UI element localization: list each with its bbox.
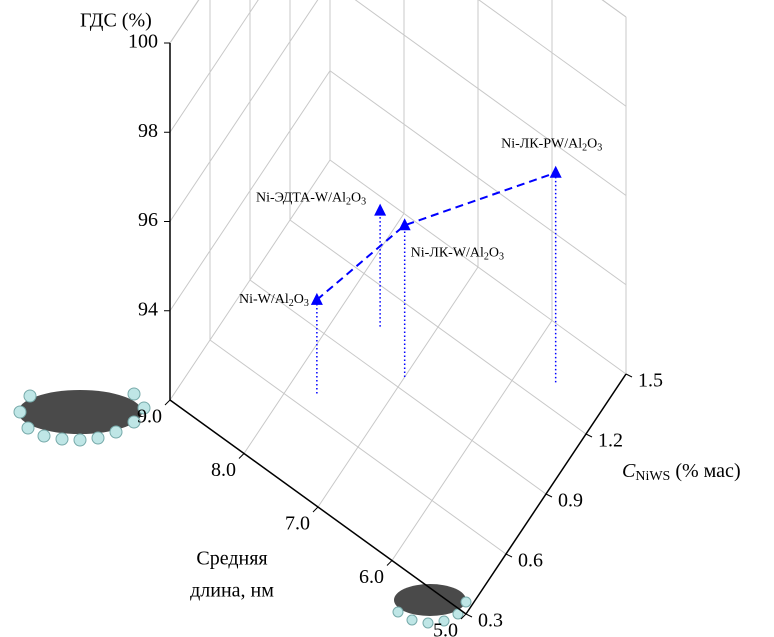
point [374,203,387,216]
x-tick [312,506,319,513]
y-tick [585,433,593,438]
particle-icon [392,584,472,629]
x-tick [386,560,393,566]
point-label: Ni-ЛК-PW/Al2O3 [501,137,602,154]
point-label-part: O [587,137,597,152]
y-tick-label: 0.9 [558,490,583,512]
point-label-part: Ni-W/Al [239,292,289,307]
y-tick-label: 0.6 [518,550,543,572]
point-label-part: 2 [346,197,351,208]
point-label-part: 3 [304,298,309,309]
box-edge [169,0,200,44]
grid-line [478,0,627,107]
point-label-part: 3 [499,252,504,263]
y-tick-label: 1.2 [598,430,623,452]
x-tick-label: 8.0 [211,459,236,481]
grid-line [209,339,507,555]
point [310,292,323,305]
point-label-part: 3 [361,197,366,208]
y-axis-label: CNiWS (% мас) [622,460,741,485]
grid-line [329,70,627,286]
z-axis-label: ГДС (%) [80,10,152,32]
y-tick-label: 1.5 [638,370,663,392]
z-tick-label: 98 [138,120,158,142]
grid-line [249,279,547,495]
point-label-part: 2 [582,143,587,154]
y-axis-label-rest: (% мас) [670,460,740,482]
y-axis-label-main: C [622,460,636,482]
point-label-part: 2 [484,252,489,263]
point-label: Ni-ЛК-W/Al2O3 [411,245,504,262]
point-label-part: 3 [597,143,602,154]
connecting-line [316,171,557,301]
z-tick-label: 94 [138,298,158,320]
point-label-part: O [294,292,304,307]
x-axis-label: Средняя [196,548,267,570]
y-tick [465,613,473,618]
x-tick-label: 6.0 [359,566,384,588]
x-axis-label: длина, нм [190,580,274,602]
point-label-part: 2 [289,298,294,309]
x-tick [164,399,171,406]
grid-line [169,0,259,133]
x-tick [460,613,467,620]
point-label-part: O [351,191,361,206]
grid-line [329,159,627,375]
z-tick-label: 100 [128,31,158,53]
y-tick [545,493,553,498]
grid-line [169,70,331,312]
point-label-part: Ni-ЛК-PW/Al [501,137,582,152]
grid-line [354,0,627,196]
grid-line [169,0,319,222]
y-tick [505,553,513,558]
grid-line [289,219,587,435]
y-tick-label: 0.3 [478,610,503,632]
point-label-part: Ni-ЛК-W/Al [411,245,484,260]
box [169,0,627,374]
point-label-part: Ni-ЭДТА-W/Al [256,191,346,206]
point-label: Ni-ЭДТА-W/Al2O3 [256,191,366,208]
x-tick-label: 5.0 [433,620,458,637]
x-tick-label: 7.0 [285,513,310,535]
axes: 94 96 98 100 9.0 8.0 7.0 6.0 5.0 0.3 0.6 0.9 1.2 1.5 [128,31,663,637]
particle-icon [13,387,151,447]
y-tick [625,373,633,378]
point [549,165,562,178]
y-axis-label-sub: NiWS [635,469,670,484]
z-tick-label: 96 [138,209,158,231]
x-tick-label: 9.0 [137,406,162,428]
point-label-part: O [489,245,499,260]
point [398,218,411,231]
x-tick [238,453,245,459]
data: Ni-W/Al2O3Ni-ЭДТА-W/Al2O3Ni-ЛК-W/Al2O3Ni… [239,137,602,394]
point-label: Ni-W/Al2O3 [239,292,309,309]
